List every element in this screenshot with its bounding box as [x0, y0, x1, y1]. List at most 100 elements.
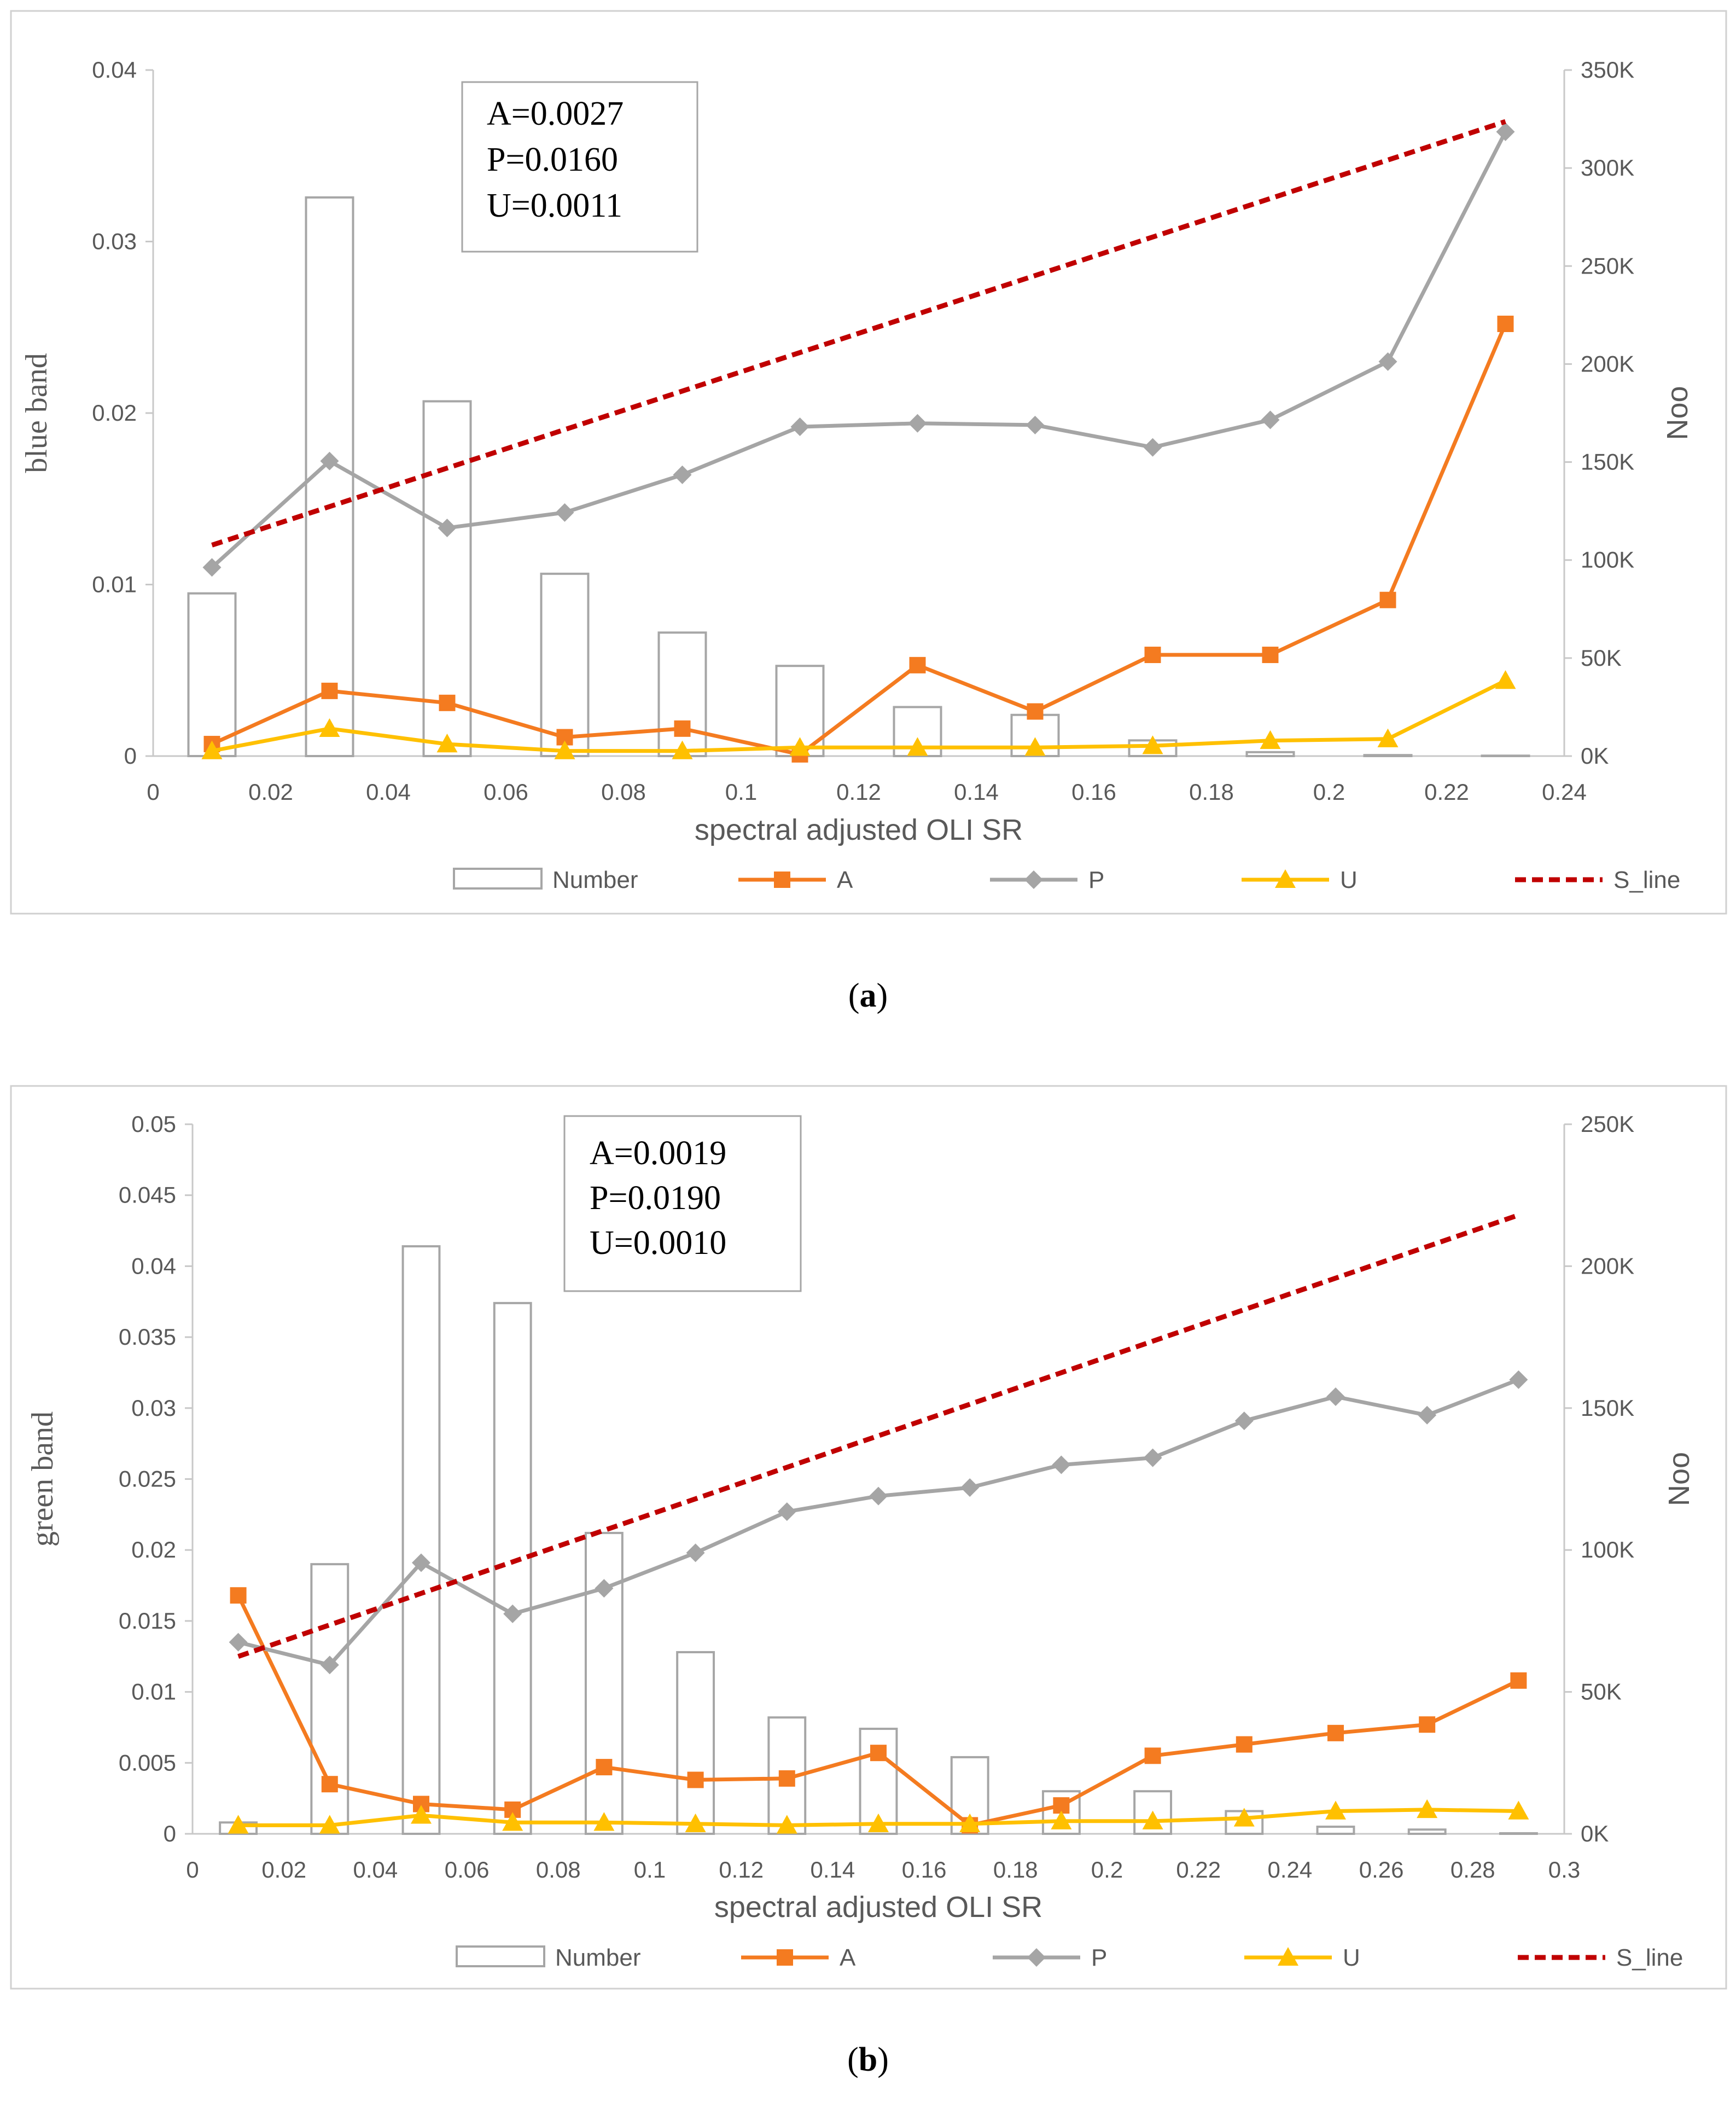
x-tick-label: 0.04 — [353, 1857, 398, 1883]
x-tick-label: 0.08 — [601, 779, 646, 805]
y-tick-label: 0.02 — [131, 1537, 176, 1562]
point-u — [776, 1815, 797, 1834]
chart-panel-b: 0 0.005 0.01 0.015 0.02 0.025 0.03 0.035 0.04 0.0… — [10, 1085, 1727, 1990]
point-u — [1377, 728, 1399, 747]
point-a — [778, 1770, 795, 1787]
point-a — [1419, 1716, 1436, 1733]
series-line-a — [211, 323, 1507, 757]
bar-number — [1363, 754, 1413, 758]
point-a — [1497, 315, 1514, 332]
y2-tick-label: 350K — [1581, 57, 1634, 83]
chart-frame — [10, 1085, 1727, 1990]
y-axis-title: green band — [26, 1411, 60, 1547]
x-tick-label: 0.08 — [536, 1857, 581, 1883]
y2-tick-label: 0K — [1581, 1821, 1609, 1846]
y-tick-label: 0.04 — [131, 1253, 176, 1279]
stats-text: U=0.0011 — [487, 187, 622, 224]
bar-number — [657, 631, 707, 758]
x-tick-label: 0.02 — [261, 1857, 306, 1883]
legend: Number A P U S_line — [453, 867, 1680, 893]
point-u — [411, 1805, 432, 1824]
bar-number — [187, 592, 237, 757]
point-u — [1260, 730, 1281, 749]
x-tick-label: 0.14 — [954, 779, 999, 805]
series-line-s-line — [237, 1212, 1519, 1659]
x-tick-label: 0.3 — [1548, 1857, 1580, 1883]
stats-box — [461, 81, 698, 253]
x-tick-label: 0.12 — [836, 779, 881, 805]
x-tick-label: 0.06 — [483, 779, 528, 805]
point-u — [228, 1815, 249, 1834]
x-tick-label: 0.02 — [248, 779, 293, 805]
y2-tick-label: 100K — [1581, 547, 1634, 573]
point-u — [502, 1812, 523, 1831]
point-p — [1326, 1387, 1345, 1407]
bar-number — [310, 1563, 349, 1835]
point-p — [1378, 352, 1397, 371]
point-a — [321, 1776, 338, 1793]
y-tick-label: 0.03 — [92, 229, 137, 254]
legend-label: P — [1088, 867, 1104, 893]
stats-box — [563, 1115, 802, 1292]
point-a — [230, 1587, 247, 1604]
legend-marker-a — [777, 1949, 793, 1966]
point-u — [672, 740, 693, 759]
point-a — [1262, 647, 1279, 664]
x-tick-label: 0.24 — [1268, 1857, 1313, 1883]
point-u — [1142, 1810, 1163, 1829]
x-tick-label: 0.16 — [902, 1857, 947, 1883]
point-a — [1327, 1724, 1344, 1741]
y-tick-label: 0.05 — [131, 1111, 176, 1137]
y-tick-label: 0.04 — [92, 57, 137, 83]
bar-number — [540, 572, 590, 758]
point-u — [201, 740, 223, 759]
bar-number — [401, 1245, 441, 1835]
point-p — [1234, 1411, 1254, 1431]
point-p — [555, 503, 574, 522]
point-a — [1027, 703, 1044, 720]
point-u — [789, 737, 811, 756]
x-tick-label: 0.26 — [1359, 1857, 1404, 1883]
x-tick-label: 0 — [147, 779, 159, 805]
legend-label: S_line — [1616, 1944, 1683, 1971]
legend-label: P — [1091, 1944, 1107, 1971]
point-p — [1261, 410, 1280, 429]
legend-swatch-number — [453, 868, 543, 890]
point-u — [1142, 735, 1163, 754]
point-a — [909, 656, 926, 673]
y-tick-label: 0.03 — [131, 1395, 176, 1421]
legend-label: A — [840, 1944, 856, 1971]
point-p — [1143, 1448, 1162, 1467]
legend-marker-a — [774, 872, 790, 888]
x-tick-label: 0.1 — [725, 779, 757, 805]
point-p — [960, 1478, 980, 1497]
y2-axis-title: Noo — [1661, 386, 1694, 440]
series-line-s-line — [211, 119, 1506, 548]
y2-tick-label: 250K — [1581, 253, 1634, 278]
y-tick-label: 0 — [164, 1821, 176, 1846]
series-line-p — [211, 131, 1507, 569]
panel-label: (a) — [848, 977, 888, 1014]
y-tick-label: 0.02 — [92, 400, 137, 426]
x-tick-label: 0.18 — [1189, 779, 1234, 805]
point-u — [1417, 1799, 1438, 1818]
point-u — [319, 1815, 340, 1834]
y2-axis-title: Noo — [1663, 1452, 1696, 1506]
legend-label: U — [1340, 867, 1358, 893]
point-p — [1026, 415, 1045, 434]
point-a — [1144, 1747, 1161, 1764]
point-a — [1236, 1736, 1253, 1753]
bar-number — [1245, 751, 1295, 757]
bar-number — [1407, 1828, 1447, 1835]
point-p — [438, 519, 457, 538]
legend-label: Number — [555, 1944, 641, 1971]
legend-label: U — [1343, 1944, 1360, 1971]
point-a — [1144, 647, 1161, 664]
y2-tick-label: 250K — [1581, 1111, 1634, 1137]
point-u — [1325, 1800, 1346, 1820]
legend-marker-p — [1024, 870, 1043, 889]
stats-text: P=0.0160 — [487, 141, 618, 178]
point-u — [868, 1813, 889, 1833]
point-p — [320, 1655, 339, 1675]
